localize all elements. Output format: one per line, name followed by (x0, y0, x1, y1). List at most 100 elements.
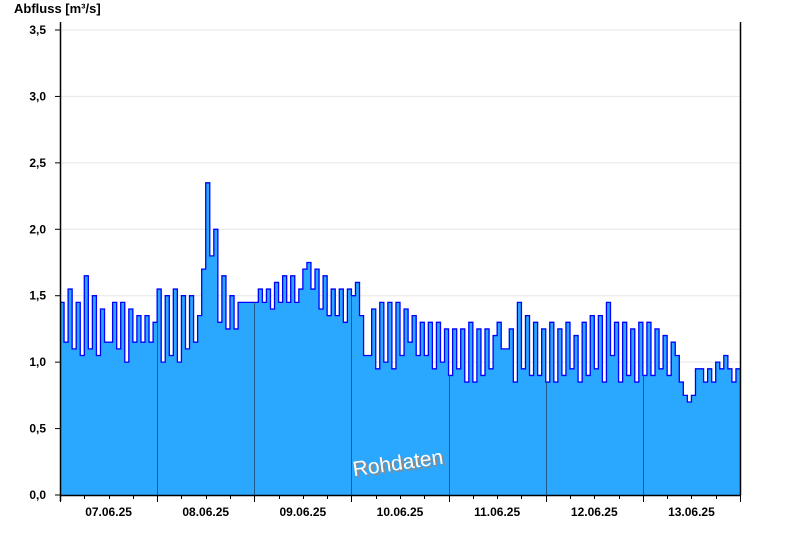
y-ticks: 0,0 0,5 1,0 1,5 2,0 2,5 3,0 3,5 (29, 23, 60, 502)
flow-bar (695, 368, 700, 495)
flow-bar (96, 355, 101, 495)
flow-bar (355, 282, 360, 495)
flow-bar (60, 302, 65, 495)
flow-bar (416, 355, 421, 495)
flow-bar (140, 342, 146, 495)
flow-bar (359, 315, 364, 495)
flow-bar (153, 322, 158, 495)
flow-bar (703, 382, 709, 495)
flow-bar (602, 382, 607, 495)
flow-area (60, 182, 741, 496)
flow-bar (468, 322, 474, 495)
flow-bar (480, 375, 486, 495)
y-tick-label: 1,5 (29, 289, 46, 303)
flow-bar (120, 302, 126, 495)
flow-bar (278, 302, 284, 495)
flow-bar (383, 362, 389, 495)
flow-bar (205, 182, 211, 496)
flow-bar (424, 355, 429, 495)
flow-bar (254, 302, 259, 495)
flow-bar (323, 275, 328, 495)
flow-bar (315, 269, 320, 495)
flow-bar (319, 309, 324, 495)
flow-bar (221, 275, 227, 495)
flow-bar (561, 375, 567, 495)
flow-bar (404, 309, 409, 495)
flow-bar (525, 315, 530, 495)
flow-bar (501, 348, 506, 495)
flow-bar (626, 375, 632, 495)
flow-bar (570, 368, 575, 495)
flow-bar (489, 368, 494, 495)
flow-bar (145, 315, 150, 495)
flow-bar (108, 342, 114, 495)
flow-bar (201, 269, 207, 495)
flow-bar (189, 295, 194, 495)
flow-bar (537, 375, 543, 495)
flow-bar (238, 302, 243, 495)
flow-bar (197, 315, 203, 495)
flow-bar (290, 275, 296, 495)
flow-bar (72, 348, 77, 495)
x-ticks: 07.06.25 08.06.25 09.06.25 10.06.25 11.06.25… (60, 495, 741, 519)
flow-bar (161, 362, 166, 495)
flow-bar (339, 289, 344, 495)
flow-bar (513, 382, 518, 495)
y-tick-label: 3,5 (29, 23, 46, 37)
flow-bar (371, 309, 377, 495)
flow-bar (598, 315, 603, 495)
flow-bar (230, 295, 235, 495)
x-tick-label: 09.06.25 (279, 505, 326, 519)
flow-bar (476, 328, 482, 495)
flow-bar (683, 395, 688, 495)
flow-line (60, 182, 740, 403)
flow-bar (655, 328, 660, 495)
flow-bar (258, 289, 263, 495)
flow-bar (699, 368, 704, 495)
flow-bar (351, 295, 356, 495)
flow-bar (124, 362, 130, 495)
flow-bar (400, 355, 405, 495)
flow-bar (375, 368, 381, 495)
flow-bar (428, 322, 433, 495)
flow-bar (646, 322, 652, 495)
flow-bar (460, 328, 466, 495)
flow-bar (112, 302, 118, 495)
flow-bar (727, 368, 733, 495)
flow-bar (335, 315, 340, 495)
flow-bar (395, 302, 401, 495)
flow-bar (217, 322, 223, 495)
flow-bar (719, 368, 725, 495)
flow-bar (327, 315, 332, 495)
flow-bar (104, 342, 109, 495)
flow-bar (553, 382, 559, 495)
flow-bar (622, 322, 628, 495)
flow-bar (691, 395, 696, 495)
flow-bar (149, 342, 154, 495)
flow-bar (181, 295, 186, 495)
y-tick-label: 0,0 (29, 488, 46, 502)
flow-bar (286, 302, 292, 495)
day-separators (157, 295, 644, 495)
flow-bar (177, 362, 182, 495)
flow-bar (638, 322, 644, 495)
flow-bar (209, 255, 215, 495)
flow-bar (707, 368, 713, 495)
flow-bar (735, 368, 741, 495)
flow-bar (731, 382, 737, 495)
flow-bar (497, 322, 502, 495)
x-tick-label: 08.06.25 (182, 505, 229, 519)
flow-bar (723, 355, 729, 495)
flow-bar (173, 289, 178, 495)
flow-bar (456, 368, 462, 495)
flow-bar (634, 382, 640, 495)
flow-bar (541, 328, 547, 495)
flow-bar (367, 355, 373, 495)
flow-bar (234, 328, 239, 495)
y-tick-label: 3,0 (29, 89, 46, 103)
flow-bar (347, 289, 352, 495)
y-tick-label: 1,0 (29, 355, 46, 369)
y-tick-label: 2,0 (29, 222, 46, 236)
flow-bar (586, 375, 591, 495)
flow-bar (679, 382, 684, 495)
